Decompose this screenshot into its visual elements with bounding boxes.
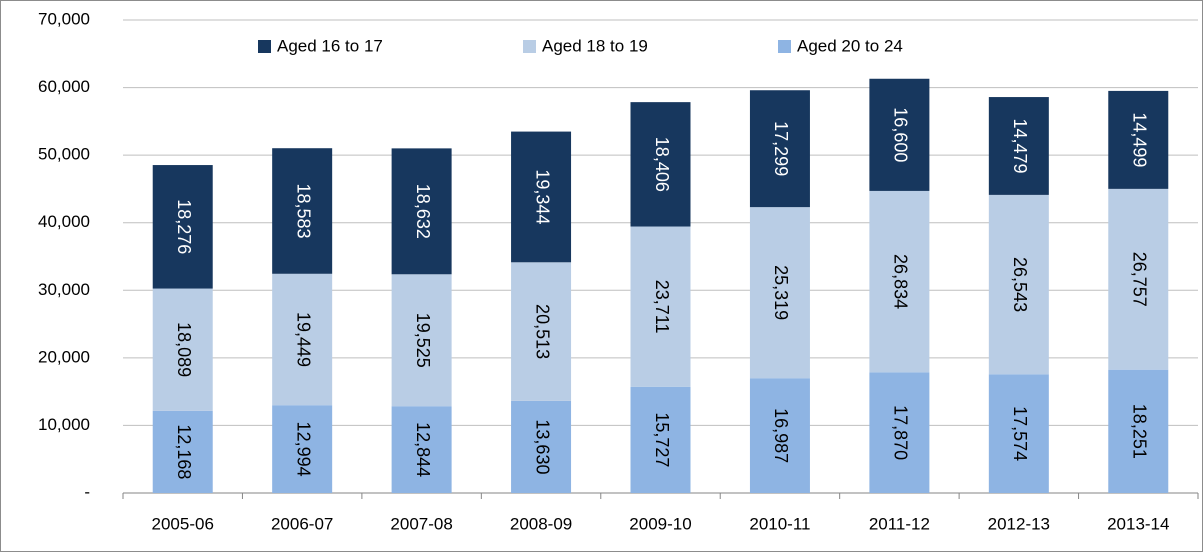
bar-segment: [988, 374, 1049, 493]
data-label: 16,600: [891, 107, 911, 162]
x-tick-label: 2008-09: [510, 514, 572, 533]
data-label: 13,630: [532, 419, 552, 474]
data-label: 26,543: [1010, 257, 1030, 312]
data-label: 17,870: [891, 405, 911, 460]
data-label: 12,168: [174, 424, 194, 479]
data-label: 26,757: [1130, 252, 1150, 307]
bar-segment: [272, 273, 333, 406]
bar-segment: [391, 148, 452, 275]
bar-segment: [869, 78, 930, 191]
y-tick-label: 60,000: [38, 77, 90, 96]
y-tick-label: 50,000: [38, 145, 90, 164]
data-label: 17,299: [771, 121, 791, 176]
legend-label: Aged 20 to 24: [797, 36, 903, 55]
data-label: 25,319: [771, 265, 791, 320]
data-label: 16,987: [771, 408, 791, 463]
bar-segment: [391, 274, 452, 407]
bar-segment: [1108, 90, 1169, 189]
y-tick-label: 30,000: [38, 280, 90, 299]
bar-segment: [511, 400, 572, 493]
bar-segment: [749, 207, 810, 379]
x-tick-label: 2007-08: [390, 514, 452, 533]
bar-segment: [988, 194, 1049, 375]
data-label: 14,499: [1130, 112, 1150, 167]
x-tick-label: 2011-12: [869, 514, 930, 533]
bar-segment: [511, 262, 572, 401]
bar-segment: [869, 372, 930, 493]
data-label: 18,583: [293, 183, 313, 238]
bar-segment: [749, 378, 810, 493]
y-tick-label: 40,000: [38, 212, 90, 231]
y-tick-label: 20,000: [38, 347, 90, 366]
legend-label: Aged 18 to 19: [542, 36, 648, 55]
x-tick-label: 2012-13: [988, 514, 1050, 533]
bar-segment: [1108, 369, 1169, 493]
bar-segment: [391, 406, 452, 493]
data-label: 17,574: [1010, 406, 1030, 461]
bar-segment: [1108, 188, 1169, 370]
data-label: 23,711: [652, 280, 672, 334]
data-label: 18,276: [174, 199, 194, 254]
data-label: 19,344: [532, 169, 552, 224]
y-tick-label: -: [84, 482, 90, 501]
bar-segment: [511, 131, 572, 263]
bar-segment: [152, 288, 213, 411]
x-tick-label: 2009-10: [629, 514, 691, 533]
bar-segment: [749, 90, 810, 208]
data-label: 19,525: [413, 313, 433, 368]
legend-swatch: [523, 40, 536, 53]
bar-segment: [869, 190, 930, 373]
data-label: 18,251: [1130, 404, 1150, 459]
x-tick-label: 2005-06: [152, 514, 214, 533]
bar-segment: [152, 410, 213, 493]
bar-segment: [630, 226, 691, 387]
legend-label: Aged 16 to 17: [277, 36, 383, 55]
bar-segment: [630, 102, 691, 227]
data-label: 18,406: [652, 137, 672, 192]
data-label: 15,727: [652, 412, 672, 467]
bar-segment: [630, 386, 691, 493]
bar-segment: [152, 165, 213, 289]
data-label: 19,449: [293, 312, 313, 367]
data-label: 14,479: [1010, 118, 1030, 173]
bar-segment: [272, 405, 333, 493]
x-tick-label: 2010-11: [749, 514, 810, 533]
legend-swatch: [778, 40, 791, 53]
legend-swatch: [258, 40, 271, 53]
bar-segment: [988, 97, 1049, 195]
data-label: 18,089: [174, 322, 194, 377]
data-label: 20,513: [532, 304, 552, 359]
data-label: 26,834: [891, 254, 911, 309]
y-tick-label: 70,000: [38, 9, 90, 28]
data-label: 12,994: [293, 422, 313, 477]
data-label: 12,844: [413, 422, 433, 477]
y-tick-label: 10,000: [38, 415, 90, 434]
x-tick-label: 2013-14: [1107, 514, 1169, 533]
bar-segment: [272, 148, 333, 274]
data-label: 18,632: [413, 184, 433, 239]
x-tick-label: 2006-07: [271, 514, 333, 533]
